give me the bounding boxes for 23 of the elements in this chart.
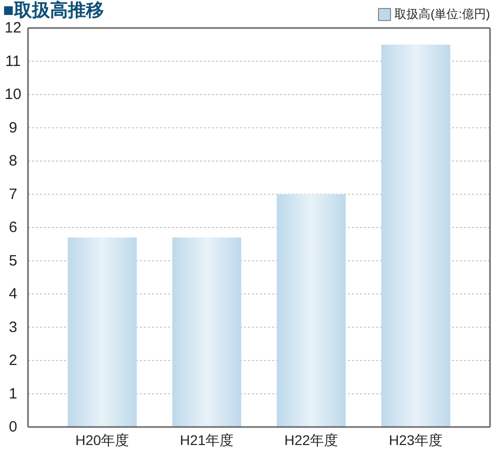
y-tick-label: 12 [4,20,22,36]
y-tick-label: 5 [8,252,18,270]
y-tick-label: 4 [8,286,18,302]
y-tick-label: 2 [8,352,18,369]
y-tick-label: 0 [8,418,18,436]
bar [172,237,242,427]
x-tick-label: H22年度 [284,432,338,448]
bar [68,237,137,427]
x-tick-label: H21年度 [180,432,234,448]
y-tick-label: 7 [8,186,18,203]
y-tick-label: 10 [4,86,22,103]
y-tick-label: 11 [5,52,21,70]
y-tick-label: 9 [8,119,18,136]
bar [276,194,346,427]
y-tick-label: 6 [8,219,18,236]
y-tick-label: 8 [8,152,18,170]
bar [381,44,450,427]
chart-title: ■取扱高推移 [3,0,104,20]
legend-label: 取扱高(単位:億円) [394,6,490,23]
y-tick-label: 1 [8,385,18,402]
x-tick-label: H23年度 [388,432,443,448]
y-tick-label: 3 [8,318,18,336]
x-tick-label: H20年度 [75,432,130,448]
